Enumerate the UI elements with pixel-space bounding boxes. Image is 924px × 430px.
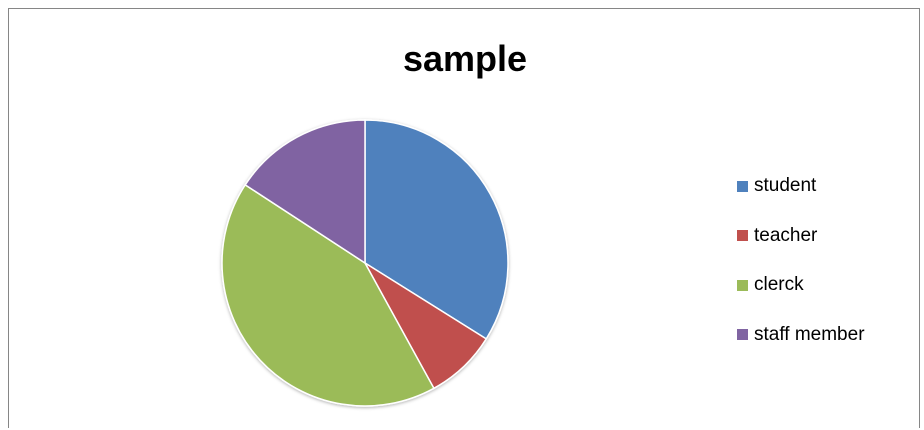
pie-slice-student (364, 119, 509, 340)
legend-item-teacher: teacher (737, 224, 865, 248)
legend-item-clerck: clerck (737, 273, 865, 297)
legend: student teacher clerck staff member (737, 174, 865, 372)
legend-label: staff member (754, 323, 865, 345)
legend-swatch (737, 180, 748, 192)
legend-swatch (737, 329, 748, 340)
legend-swatch (737, 230, 748, 241)
legend-label: clerck (754, 274, 804, 295)
legend-swatch (737, 279, 748, 291)
chart-title: sample (402, 38, 528, 79)
legend-label: teacher (754, 224, 818, 246)
legend-item-staff-member: staff member (737, 323, 865, 347)
pie-slice-staff-member (244, 119, 366, 265)
legend-label: student (754, 175, 817, 196)
legend-item-student: student (737, 174, 865, 198)
pie-slice-clerck (221, 183, 435, 407)
